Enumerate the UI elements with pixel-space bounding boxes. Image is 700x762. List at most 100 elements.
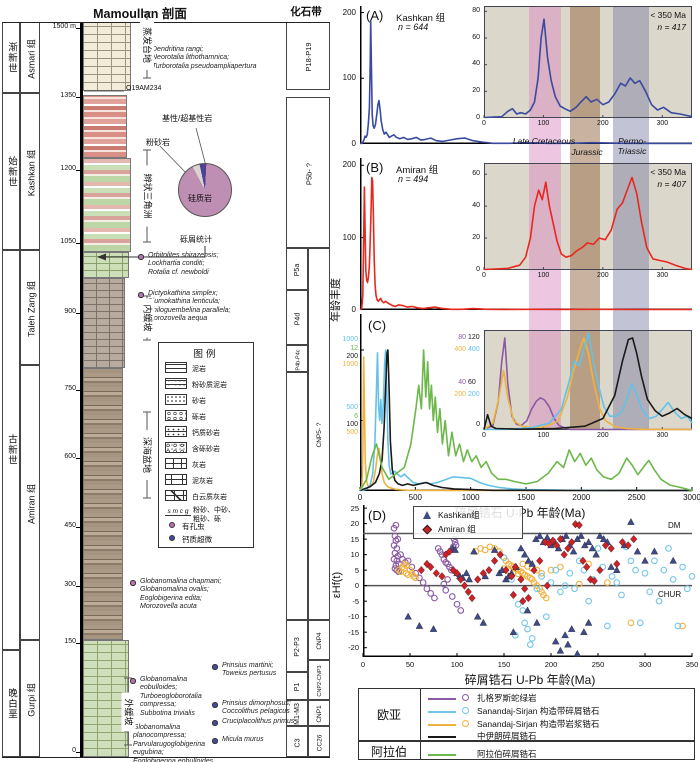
formation-cell: Gurpi 组 xyxy=(20,640,40,757)
inset-x-tick: 300 xyxy=(656,120,669,127)
inset-x-tick: 0 xyxy=(482,432,486,439)
grain-size-text-1: 粉砂、中砂、 xyxy=(193,507,235,514)
inset-a-note: < 350 Ma xyxy=(650,10,686,20)
plot-d-letter: (D) xyxy=(368,508,387,523)
depth-tick xyxy=(76,643,81,644)
d-x-tick: 100 xyxy=(450,660,464,669)
d-x-tick: 200 xyxy=(544,660,558,669)
y-tick-label: 100 xyxy=(342,232,356,242)
plot-a-curve-svg xyxy=(359,6,692,145)
age-band-0 xyxy=(528,6,561,430)
fossil-note: Prinsius dimorphosus; Coccolithus pelagi… xyxy=(222,700,291,716)
d-x-tick: 50 xyxy=(405,660,415,669)
map-legend-line-swatch xyxy=(428,723,456,726)
plot-c-curve-svg xyxy=(359,314,693,492)
zone-cell: P5b- ? xyxy=(286,97,330,248)
legend-swatch-mud xyxy=(165,362,187,373)
fossil-marker-nanno-icon xyxy=(212,664,218,670)
map-legend-item-label: Sanandaj-Sirjan 构造带碎屑锆石 xyxy=(477,705,600,716)
x-tick-label: 500 xyxy=(408,493,422,502)
litho-segment-limestone-cream xyxy=(83,22,131,91)
fossil-marker-foram-icon xyxy=(138,254,144,260)
inset-b-curve-svg xyxy=(483,163,693,271)
map-legend-header-eurasia: 欧亚 xyxy=(376,708,401,722)
facies-label: 内缓坡 xyxy=(140,298,154,338)
formation-cell: Amiran 组 xyxy=(20,365,40,640)
legend-swatch-marl xyxy=(165,474,187,485)
era-label: 渐新世 xyxy=(6,41,17,74)
litho-segment-taupe-lime xyxy=(83,278,125,368)
zone-cell: CNP1 xyxy=(308,700,330,726)
inset-a-curve-svg xyxy=(483,6,693,119)
inset-x-tick: 100 xyxy=(537,120,550,127)
inset-x-tick: 200 xyxy=(597,120,609,127)
age-band-1 xyxy=(569,6,601,430)
map-legend-col-divider xyxy=(420,688,421,760)
facies-label: 蒸发台地 xyxy=(140,20,154,70)
header-divider xyxy=(2,22,330,23)
d-y-tick: 20 xyxy=(350,519,359,529)
inset-y-tick: 0 xyxy=(476,113,480,121)
zone-cell: P1 xyxy=(286,672,308,700)
y-tick-label: 0 xyxy=(351,139,356,148)
d-y-tick: 5 xyxy=(354,565,359,575)
chur-line-label: CHUR xyxy=(658,590,682,599)
plot-d-xlabel: 碎屑锆石 U-Pb 年龄(Ma) xyxy=(464,673,596,687)
depth-tick-label: 750 xyxy=(64,385,76,392)
d-x-tick: 350 xyxy=(685,660,699,669)
inset-y-tick: 0 xyxy=(476,265,480,273)
facies-label: 辫状三角洲 xyxy=(140,165,154,227)
litho-segment-redbeds xyxy=(83,95,127,158)
inset-y-tick: 60 xyxy=(472,33,480,41)
d-y-tick: -20 xyxy=(348,643,359,653)
map-legend-row-divider xyxy=(358,740,695,742)
fossil-marker-nanno-icon xyxy=(212,738,218,744)
zone-cell: M1-M3 xyxy=(286,700,308,726)
inset-x-tick: 200 xyxy=(597,432,609,439)
section-title: Mamoullan 剖面 xyxy=(93,7,187,21)
depth-tick xyxy=(76,28,81,29)
depth-tick-label: 300 xyxy=(64,581,76,588)
legend-item-label: 泥岩 xyxy=(192,366,206,373)
map-legend-item-label: Sanandaj-Sirjan 构造带岩浆锆石 xyxy=(477,718,600,729)
fossil-marker-nanno-icon xyxy=(212,702,218,708)
legend-item-label: 泥灰岩 xyxy=(192,478,213,485)
figure-bottom-border xyxy=(2,757,330,758)
inset-x-tick: 100 xyxy=(537,432,550,439)
zone-cell: CNP4 xyxy=(308,620,330,660)
age-band-2 xyxy=(613,6,650,430)
legend-swatch-calcsand xyxy=(165,426,187,437)
legend-item-label: 砾岩 xyxy=(192,414,206,421)
inset-b-note: < 350 Ma xyxy=(650,167,686,177)
pie-label-mafic: 基性/超基性岩 xyxy=(162,114,213,123)
zone-cell: CNP2-CNP3 xyxy=(308,660,330,700)
inset-c-axis-label: 120 xyxy=(468,334,480,341)
depth-tick-label: 1500 m xyxy=(52,23,76,30)
pie-label-siltstone: 粉砂岩 xyxy=(146,138,170,147)
legend-item-label: 灰岩 xyxy=(192,462,206,469)
inset-a-n: n = 417 xyxy=(657,22,686,32)
d-y-tick: 10 xyxy=(350,550,359,560)
legend-swatch-siltymud xyxy=(165,378,187,389)
plot-a-letter: (A) xyxy=(366,8,384,23)
inset-y-tick: 80 xyxy=(472,6,480,14)
map-legend-line-swatch xyxy=(428,735,456,738)
depth-tick xyxy=(76,243,81,244)
zone-cell: CC26 xyxy=(308,726,330,757)
zone-cell xyxy=(286,372,308,620)
plot-b-n: n = 494 xyxy=(398,174,429,184)
formation-cell: Taleh Zang 组 xyxy=(20,250,40,365)
legend-marker-icon xyxy=(169,535,175,541)
d-x-tick: 300 xyxy=(638,660,652,669)
pie-caption: 砾屑统计 xyxy=(180,235,212,244)
map-legend-circle-icon xyxy=(462,719,469,727)
x-tick-label: 2000 xyxy=(572,493,591,502)
c-axis-label-lower: 500 xyxy=(346,429,358,436)
inset-x-tick: 300 xyxy=(656,432,669,439)
zone-cell: C3 xyxy=(286,726,308,757)
plot-a-n: n = 644 xyxy=(398,22,429,32)
x-tick-label: 0 xyxy=(357,493,363,502)
x-tick-label: 2500 xyxy=(627,493,646,502)
fossil-note: Globanomalina planocompressa; Parvularug… xyxy=(133,724,214,762)
